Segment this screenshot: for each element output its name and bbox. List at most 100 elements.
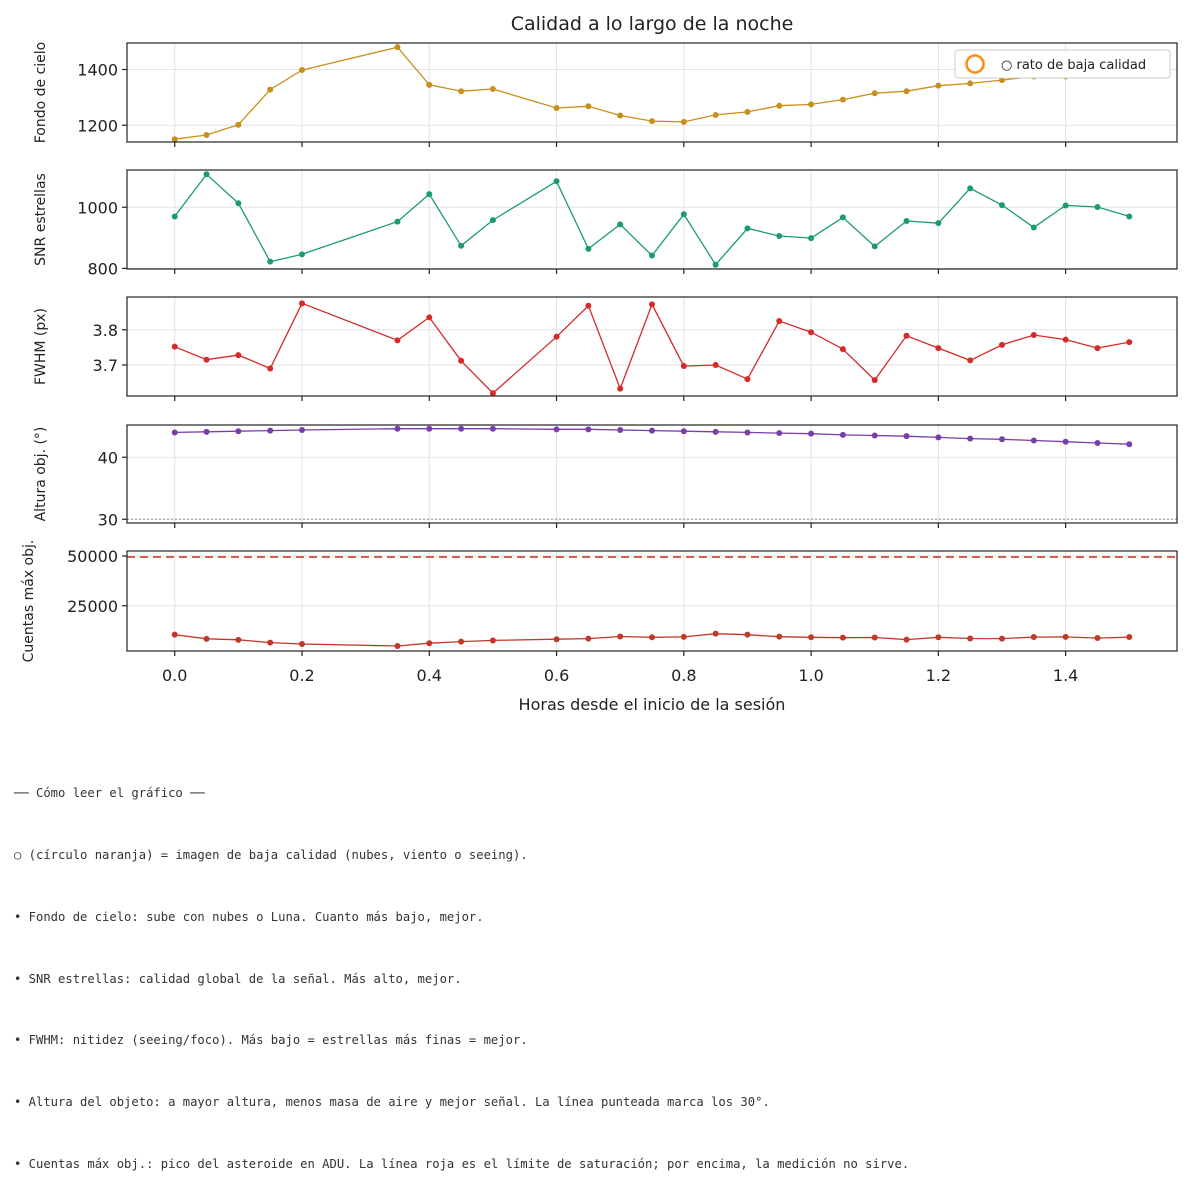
data-point bbox=[1062, 633, 1069, 640]
data-point bbox=[1062, 202, 1069, 209]
x-axis: 0.0 0.2 0.4 0.6 0.8 1.0 1.2 1.4 bbox=[162, 666, 1078, 685]
panel-max-counts: 25000 50000 Cuentas máx obj. bbox=[21, 540, 1178, 663]
data-point bbox=[489, 425, 496, 432]
data-point bbox=[426, 81, 433, 88]
data-point bbox=[1030, 224, 1037, 231]
data-point bbox=[712, 111, 719, 118]
data-point bbox=[585, 245, 592, 252]
data-point bbox=[617, 385, 624, 392]
data-point bbox=[680, 363, 687, 370]
series-line-sky-background bbox=[174, 46, 1130, 140]
data-point bbox=[489, 637, 496, 644]
data-point bbox=[426, 314, 433, 321]
data-point bbox=[553, 104, 560, 111]
data-point bbox=[553, 178, 560, 185]
data-point bbox=[967, 635, 974, 642]
data-point bbox=[744, 376, 751, 383]
data-point bbox=[680, 211, 687, 218]
data-point bbox=[1126, 339, 1133, 346]
data-point bbox=[680, 633, 687, 640]
data-point bbox=[1126, 441, 1133, 448]
data-point bbox=[1094, 203, 1101, 210]
data-point bbox=[712, 261, 719, 268]
data-point bbox=[776, 317, 783, 324]
data-point bbox=[1126, 634, 1133, 641]
data-point bbox=[871, 377, 878, 384]
data-point bbox=[935, 220, 942, 227]
panel-frame bbox=[126, 296, 1178, 397]
data-point bbox=[394, 44, 401, 51]
data-point bbox=[394, 425, 401, 432]
y-tick-label: 40 bbox=[98, 448, 118, 467]
x-tick-label: 1.0 bbox=[798, 666, 823, 685]
data-point bbox=[171, 631, 178, 638]
data-point bbox=[808, 329, 815, 336]
data-point bbox=[1030, 437, 1037, 444]
data-point bbox=[999, 436, 1005, 443]
legend: ○ rato de baja calidad bbox=[954, 49, 1171, 79]
data-point bbox=[967, 80, 974, 87]
data-point bbox=[839, 346, 846, 353]
data-point bbox=[776, 430, 783, 437]
chart-title: Calidad a lo largo de la noche bbox=[511, 13, 794, 35]
data-point bbox=[617, 633, 624, 640]
data-point bbox=[267, 365, 274, 372]
data-point bbox=[267, 639, 274, 646]
data-point bbox=[394, 218, 401, 225]
data-point bbox=[935, 82, 942, 89]
panel-altitude: 30 40 Altura obj. (°) bbox=[33, 424, 1178, 529]
x-tick-label: 0.4 bbox=[417, 666, 442, 685]
y-axis-label: FWHM (px) bbox=[33, 308, 49, 385]
y-tick-label: 800 bbox=[87, 259, 118, 278]
data-point bbox=[776, 233, 783, 239]
data-point bbox=[585, 302, 592, 309]
y-tick-label: 50000 bbox=[67, 547, 118, 566]
data-point bbox=[839, 214, 846, 221]
data-point bbox=[935, 634, 942, 641]
guide-line-snr: • SNR estrellas: calidad global de la se… bbox=[14, 971, 462, 986]
data-point bbox=[299, 300, 305, 307]
data-point bbox=[999, 635, 1005, 642]
data-point bbox=[458, 88, 465, 95]
data-point bbox=[553, 426, 560, 433]
y-tick-label: 1000 bbox=[77, 198, 118, 217]
data-point bbox=[299, 641, 305, 648]
y-axis-label: Fondo de cielo bbox=[33, 42, 49, 144]
legend-box bbox=[954, 49, 1171, 79]
data-point bbox=[585, 103, 592, 110]
data-point bbox=[999, 77, 1005, 84]
x-tick-label: 1.4 bbox=[1053, 666, 1078, 685]
data-point bbox=[967, 435, 974, 442]
guide-line-sky-background: • Fondo de cielo: sube con nubes o Luna.… bbox=[14, 909, 484, 924]
data-point bbox=[617, 112, 624, 119]
data-point bbox=[744, 429, 751, 436]
data-point bbox=[458, 242, 465, 249]
data-point bbox=[744, 631, 751, 638]
data-point bbox=[203, 635, 210, 642]
data-point bbox=[458, 638, 465, 645]
data-point bbox=[935, 345, 942, 352]
data-point bbox=[649, 301, 655, 308]
x-tick-label: 0.0 bbox=[162, 666, 187, 685]
data-point bbox=[426, 640, 433, 647]
data-point bbox=[553, 333, 560, 340]
data-point bbox=[489, 217, 496, 224]
data-point bbox=[1030, 634, 1037, 641]
data-point bbox=[712, 630, 719, 637]
chart-panels: 1200 1400 Fondo de cielo 800 1000 SNR estrell… bbox=[21, 42, 1178, 663]
data-point bbox=[203, 171, 210, 178]
data-point bbox=[808, 634, 815, 641]
data-point bbox=[299, 426, 305, 433]
y-axis-label: Cuentas máx obj. bbox=[21, 540, 37, 663]
data-point bbox=[1062, 438, 1069, 445]
data-point bbox=[839, 96, 846, 103]
data-point bbox=[171, 343, 178, 350]
data-point bbox=[617, 221, 624, 228]
data-point bbox=[171, 213, 178, 220]
data-point bbox=[903, 636, 910, 643]
y-tick-label: 25000 bbox=[67, 597, 118, 616]
y-tick-label: 30 bbox=[98, 510, 118, 529]
data-point bbox=[744, 108, 751, 115]
data-point bbox=[903, 88, 910, 95]
data-point bbox=[903, 218, 910, 225]
